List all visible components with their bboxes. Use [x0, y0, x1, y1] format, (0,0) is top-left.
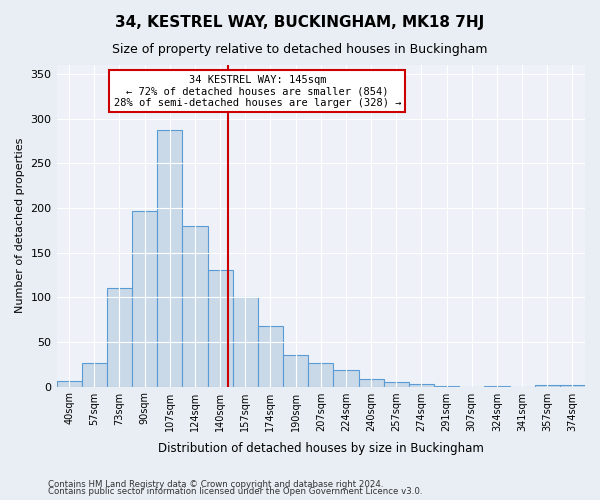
- Bar: [334, 370, 359, 386]
- Bar: [132, 210, 157, 386]
- Bar: [283, 356, 308, 386]
- Bar: [182, 226, 208, 386]
- Bar: [535, 384, 560, 386]
- Bar: [208, 270, 233, 386]
- Bar: [258, 326, 283, 386]
- Bar: [56, 381, 82, 386]
- Text: Contains HM Land Registry data © Crown copyright and database right 2024.: Contains HM Land Registry data © Crown c…: [48, 480, 383, 489]
- Bar: [383, 382, 409, 386]
- Text: 34, KESTREL WAY, BUCKINGHAM, MK18 7HJ: 34, KESTREL WAY, BUCKINGHAM, MK18 7HJ: [115, 15, 485, 30]
- Bar: [82, 364, 107, 386]
- Bar: [107, 288, 132, 386]
- Bar: [308, 364, 334, 386]
- X-axis label: Distribution of detached houses by size in Buckingham: Distribution of detached houses by size …: [158, 442, 484, 455]
- Bar: [359, 380, 383, 386]
- Text: 34 KESTREL WAY: 145sqm
← 72% of detached houses are smaller (854)
28% of semi-de: 34 KESTREL WAY: 145sqm ← 72% of detached…: [113, 74, 401, 108]
- Text: Size of property relative to detached houses in Buckingham: Size of property relative to detached ho…: [112, 42, 488, 56]
- Text: Contains public sector information licensed under the Open Government Licence v3: Contains public sector information licen…: [48, 487, 422, 496]
- Bar: [233, 297, 258, 386]
- Bar: [157, 130, 182, 386]
- Bar: [560, 384, 585, 386]
- Bar: [409, 384, 434, 386]
- Y-axis label: Number of detached properties: Number of detached properties: [15, 138, 25, 314]
